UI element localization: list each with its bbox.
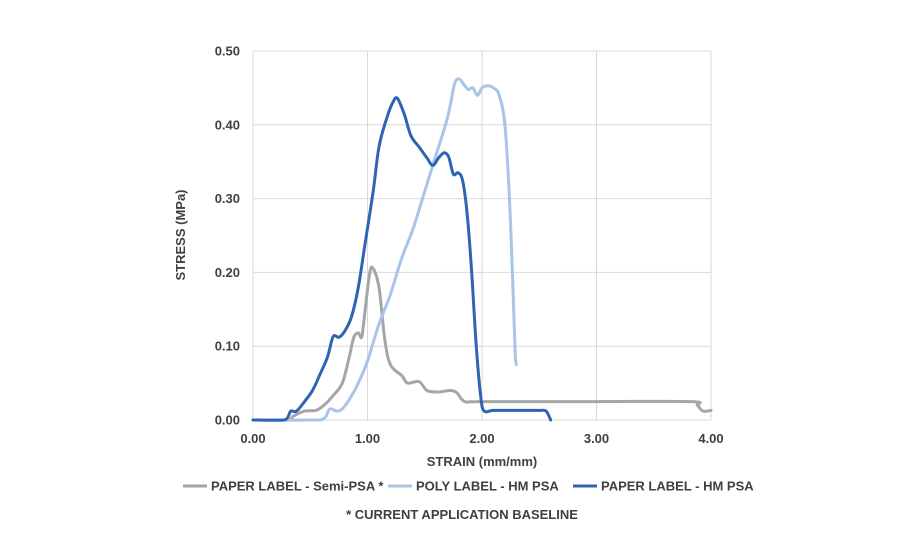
y-axis-label: STRESS (MPa)	[173, 189, 188, 280]
x-tick-label: 2.00	[469, 431, 494, 446]
x-axis-label: STRAIN (mm/mm)	[427, 454, 538, 469]
grid-lines	[252, 50, 712, 421]
series-line-poly-label-hm-psa	[251, 77, 518, 422]
y-tick-label: 0.30	[215, 191, 240, 206]
y-tick-label: 0.10	[215, 339, 240, 354]
legend-label-paper-label-hm-psa: PAPER LABEL - HM PSA	[601, 479, 754, 494]
legend: PAPER LABEL - Semi-PSA * POLY LABEL - HM …	[183, 479, 754, 494]
legend-label-poly-label-hm-psa: POLY LABEL - HM PSA	[416, 479, 559, 494]
footnote: * CURRENT APPLICATION BASELINE	[346, 507, 578, 522]
y-tick-label: 0.20	[215, 265, 240, 280]
series-layer	[251, 77, 713, 422]
tick-labels: 0.00 0.10 0.20 0.30 0.40 0.50 0.00 1.00 2.00 3.00…	[215, 44, 724, 447]
y-tick-label: 0.40	[215, 117, 240, 132]
x-tick-label: 1.00	[355, 431, 380, 446]
series-line-paper-label-hm-psa	[251, 96, 553, 422]
y-tick-label: 0.00	[215, 413, 240, 428]
x-tick-label: 3.00	[584, 431, 609, 446]
series-line-paper-label-semi-psa	[251, 265, 713, 422]
x-tick-label: 0.00	[240, 431, 265, 446]
legend-label-paper-label-semi-psa: PAPER LABEL - Semi-PSA *	[211, 479, 384, 494]
y-tick-label: 0.50	[215, 44, 240, 59]
x-tick-label: 4.00	[698, 431, 723, 446]
